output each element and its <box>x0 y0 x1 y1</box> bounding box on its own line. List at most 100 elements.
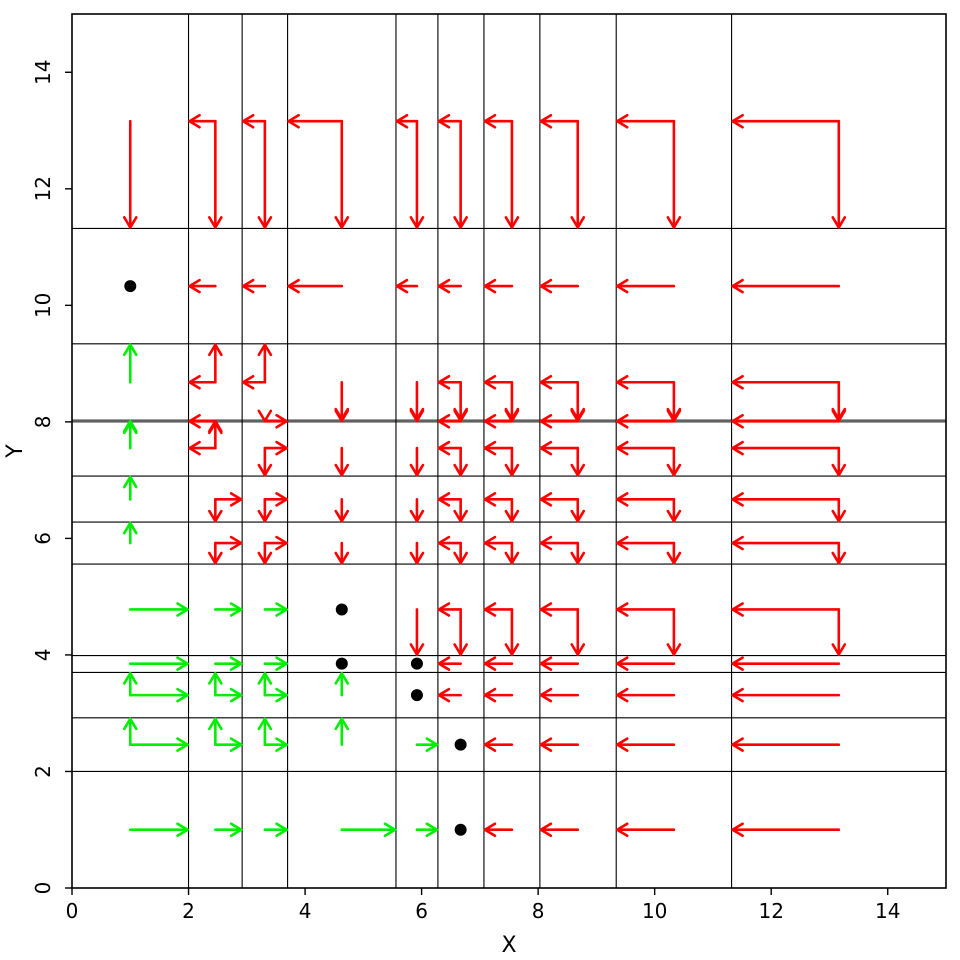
target-point <box>335 603 348 616</box>
arrow-head <box>615 278 629 294</box>
arrow-head <box>437 656 451 671</box>
arrow-head <box>241 113 255 129</box>
target-point <box>335 657 348 670</box>
y-tick-label: 2 <box>31 765 55 778</box>
arrow-head <box>425 822 439 838</box>
arrow-head <box>257 672 273 685</box>
arrow-head <box>334 509 350 523</box>
arrow-head <box>275 687 288 703</box>
arrow-head <box>257 717 273 731</box>
y-tick-label: 10 <box>31 293 55 318</box>
arrow-head <box>831 463 847 477</box>
arrow-head <box>257 551 273 565</box>
arrow-head <box>666 216 682 229</box>
arrow-head <box>731 440 744 456</box>
x-tick-label: 10 <box>642 899 667 923</box>
target-point <box>454 738 467 751</box>
arrow-head <box>831 643 847 656</box>
arrow-head <box>122 521 138 535</box>
arrow-head <box>731 535 744 551</box>
arrow-head <box>483 602 497 617</box>
x-tick-label: 0 <box>66 899 79 923</box>
arrow-head <box>229 602 243 617</box>
arrow-head <box>731 278 744 294</box>
arrow-head <box>615 113 629 129</box>
arrow-head <box>731 492 744 507</box>
arrow-head <box>241 374 255 390</box>
x-tick-label: 14 <box>875 899 900 923</box>
arrow-head <box>188 413 201 429</box>
arrow-head <box>731 737 744 752</box>
arrow-head <box>176 737 189 752</box>
arrow-head <box>666 551 682 565</box>
arrow-head <box>275 822 288 838</box>
arrow-head <box>229 535 243 551</box>
arrow-head <box>229 492 243 507</box>
y-tick-label: 6 <box>31 532 55 545</box>
arrow-head <box>208 343 223 357</box>
arrow-head <box>122 216 138 229</box>
arrow-head <box>731 602 744 617</box>
arrow-head <box>257 463 273 477</box>
y-tick-label: 12 <box>31 176 55 201</box>
arrow-head <box>241 278 255 294</box>
arrow-head <box>483 535 497 551</box>
arrow-head <box>539 278 553 294</box>
arrow-head <box>229 822 243 838</box>
arrow-head <box>483 822 497 838</box>
arrow-head <box>615 687 629 703</box>
arrow-head <box>666 407 682 421</box>
arrow-head <box>257 509 273 523</box>
arrow-head <box>570 407 586 421</box>
arrow-head <box>539 656 553 671</box>
arrow-head <box>504 216 520 229</box>
arrow-head <box>275 656 288 671</box>
arrow-head <box>409 407 425 421</box>
arrow-head <box>831 407 847 421</box>
arrow-head <box>275 737 288 752</box>
arrow-head <box>615 656 629 671</box>
arrow-head <box>483 413 497 429</box>
arrow-head <box>831 509 847 523</box>
arrow-head <box>539 687 553 703</box>
arrow-head <box>615 822 629 838</box>
arrow-head <box>504 643 520 656</box>
arrow-head <box>176 822 189 838</box>
arrow-head <box>731 413 744 429</box>
arrow-head <box>504 463 520 477</box>
arrow-head <box>539 413 553 429</box>
arrow-head <box>437 413 451 429</box>
arrow-head <box>437 602 451 617</box>
arrow-head <box>615 535 629 551</box>
arrow-head <box>483 374 497 390</box>
target-point <box>410 689 423 702</box>
arrow-head <box>257 216 273 229</box>
arrow-head <box>453 509 468 523</box>
arrow-head <box>383 822 397 838</box>
plot-frame <box>71 13 947 889</box>
arrow-head <box>409 216 425 229</box>
arrow-head <box>188 278 201 294</box>
arrow-head <box>539 440 553 456</box>
arrow-head <box>425 737 439 752</box>
arrow-head <box>504 551 520 565</box>
arrow-head <box>731 374 744 390</box>
target-point <box>454 823 467 836</box>
arrow-head <box>208 216 223 229</box>
arrow-head <box>483 113 497 129</box>
arrow-head <box>539 492 553 507</box>
arrow-head <box>122 475 138 489</box>
arrow-head <box>287 278 300 294</box>
arrow-head <box>409 463 425 477</box>
arrow-head <box>208 509 223 523</box>
x-tick-label: 6 <box>415 899 428 923</box>
arrow-head <box>570 551 586 565</box>
arrow-head <box>615 492 629 507</box>
arrow-head <box>275 535 288 551</box>
arrow-head <box>483 278 497 294</box>
arrow-head <box>409 509 425 523</box>
arrow-head <box>483 656 497 671</box>
y-tick-label: 8 <box>31 415 55 428</box>
arrow-head <box>504 407 520 421</box>
